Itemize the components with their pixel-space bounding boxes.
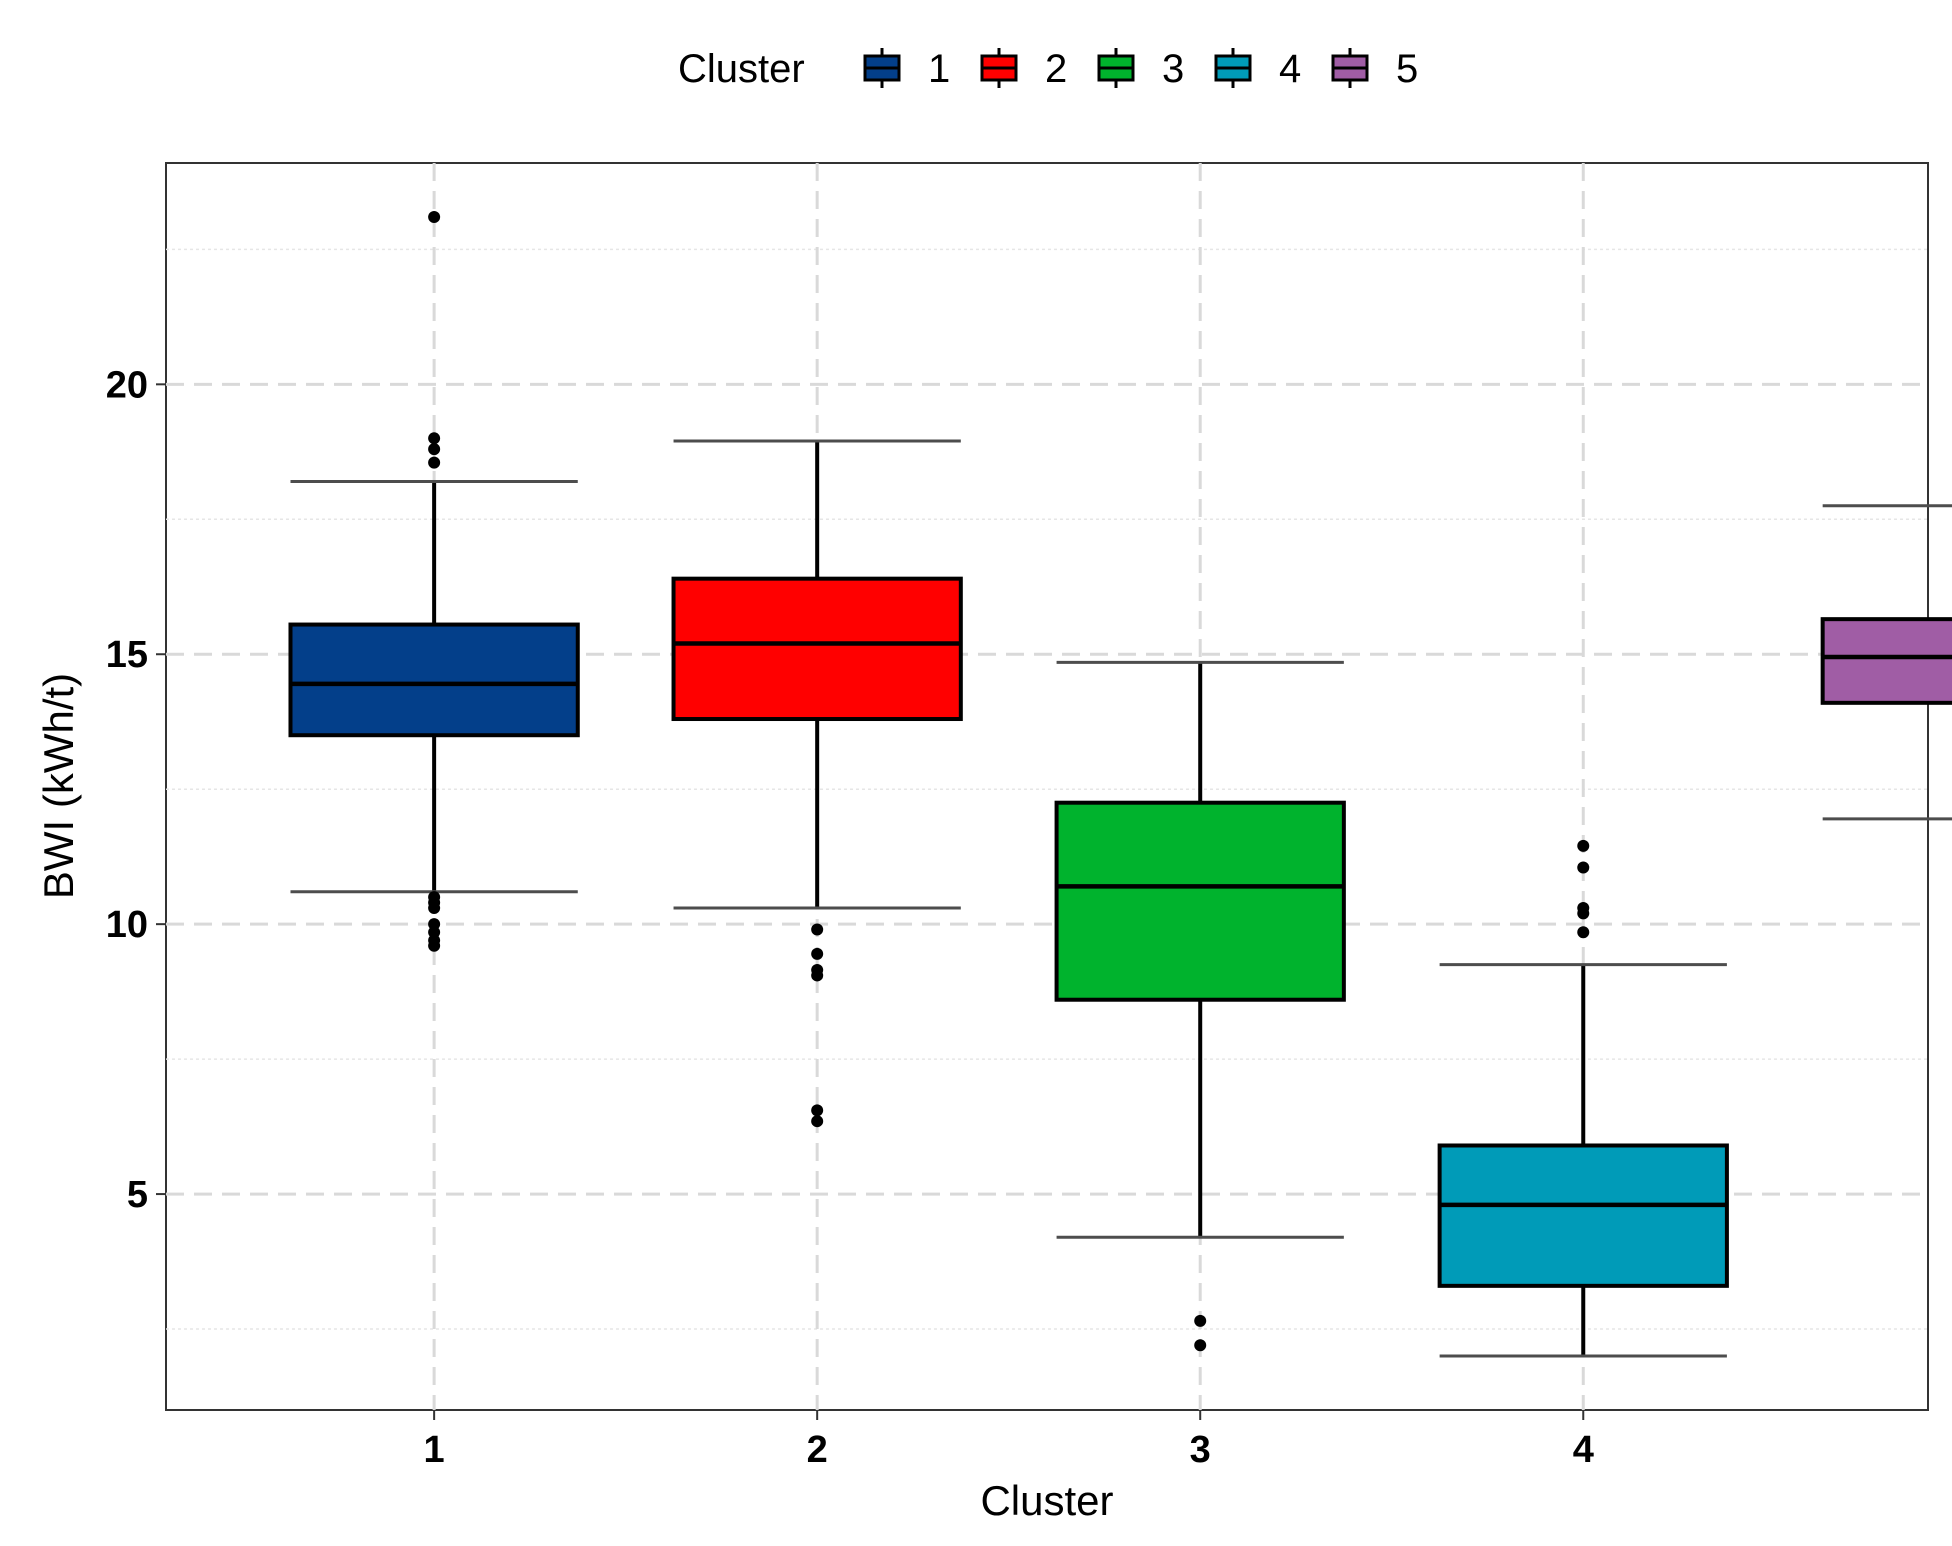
y-axis-ticks: 5 10 15 20 (106, 364, 166, 1216)
box-group-cluster-5 (1820, 504, 1952, 821)
outlier-point (428, 432, 441, 445)
outlier-point (1194, 1314, 1207, 1327)
y-tick-label: 10 (106, 904, 148, 946)
legend-key-3: 3 (1097, 47, 1184, 91)
outlier-point (811, 1104, 824, 1117)
box-iqr (1054, 800, 1346, 1002)
legend-label: 3 (1162, 47, 1184, 91)
outlier-point (1194, 1339, 1207, 1352)
box-iqr (1820, 617, 1952, 705)
outlier-point (428, 456, 441, 469)
box-group-cluster-2 (671, 439, 963, 1128)
box-iqr (671, 576, 963, 722)
y-tick-label: 20 (106, 364, 148, 406)
boxes (288, 210, 1952, 1358)
gridlines (166, 163, 1928, 1410)
legend-key-1: 1 (863, 47, 950, 91)
legend-label: 1 (928, 47, 950, 91)
x-tick-label: 4 (1573, 1429, 1594, 1471)
legend: Cluster 1 2 3 4 5 (678, 47, 1418, 91)
outlier-point (811, 923, 824, 936)
outlier-point (1577, 907, 1590, 920)
legend-key-5: 5 (1331, 47, 1418, 91)
y-axis-title: BWI (kWh/t) (35, 673, 82, 899)
outlier-point (428, 901, 441, 914)
outlier-point (1577, 861, 1590, 874)
x-tick-label: 3 (1190, 1429, 1211, 1471)
box-iqr (1437, 1143, 1729, 1288)
y-tick-label: 5 (127, 1174, 148, 1216)
y-tick-label: 15 (106, 634, 148, 676)
box-group-cluster-1 (288, 210, 580, 952)
outlier-point (428, 210, 441, 223)
box-group-cluster-3 (1054, 660, 1346, 1352)
box-iqr (288, 622, 580, 738)
outlier-point (428, 443, 441, 456)
legend-title: Cluster (678, 47, 805, 91)
box-group-cluster-4 (1437, 839, 1729, 1358)
legend-label: 4 (1279, 47, 1301, 91)
legend-key-2: 2 (980, 47, 1067, 91)
x-tick-label: 2 (807, 1429, 828, 1471)
x-axis-title: Cluster (980, 1477, 1113, 1524)
legend-key-4: 4 (1214, 47, 1301, 91)
legend-label: 5 (1396, 47, 1418, 91)
outlier-point (811, 1115, 824, 1128)
outlier-point (1577, 839, 1590, 852)
outlier-point (428, 939, 441, 952)
x-tick-label: 1 (424, 1429, 445, 1471)
legend-label: 2 (1045, 47, 1067, 91)
outlier-point (811, 947, 824, 960)
outlier-point (811, 969, 824, 982)
outlier-point (1577, 926, 1590, 939)
